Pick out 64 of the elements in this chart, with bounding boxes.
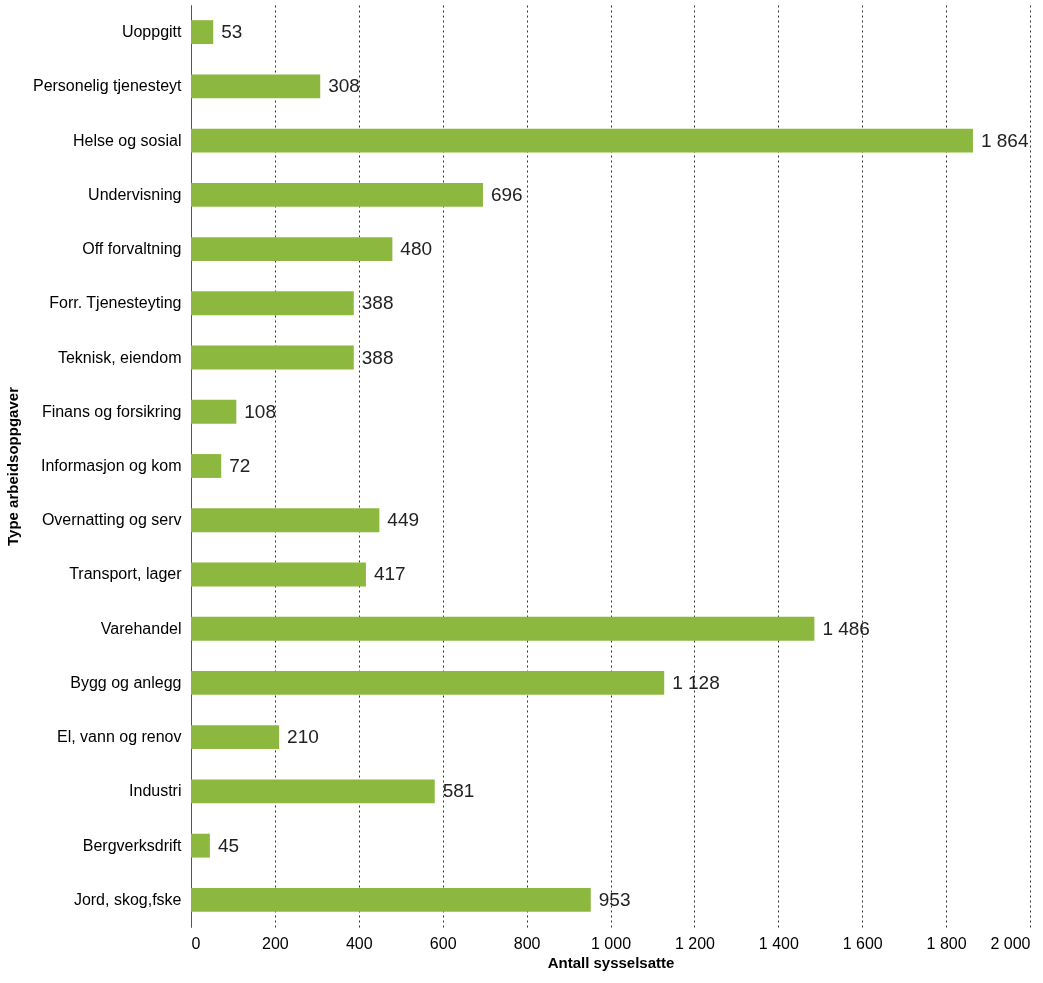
- data-label: 210: [287, 726, 319, 748]
- y-tick-label: Forr. Tjenesteyting: [49, 294, 182, 312]
- bar: [191, 74, 321, 99]
- y-tick-label: Off forvaltning: [82, 240, 182, 258]
- data-label: 449: [387, 509, 420, 531]
- bar: [191, 616, 815, 641]
- bar: [191, 20, 214, 45]
- data-label: 388: [361, 292, 394, 314]
- y-tick-label: Finans og forsikring: [41, 402, 182, 420]
- x-tick-label: 0: [191, 934, 201, 952]
- bar: [191, 671, 665, 695]
- x-tick-label: 1 800: [926, 934, 967, 952]
- y-tick-label: Varehandel: [100, 619, 182, 637]
- bar: [191, 291, 354, 316]
- bar: [191, 182, 483, 207]
- x-axis-title: Antall sysselsatte: [547, 953, 675, 971]
- x-tick-label: 1 600: [842, 934, 883, 952]
- x-tick-label: 200: [262, 934, 289, 952]
- data-label: 108: [244, 400, 277, 422]
- y-tick-label: Industri: [129, 782, 182, 800]
- bar: [191, 562, 366, 587]
- y-tick-label: Overnatting og serv: [41, 511, 182, 529]
- y-tick-label: Personelig tjenesteyt: [32, 77, 183, 95]
- y-tick-label: Transport, lager: [69, 565, 183, 583]
- x-tick-label: 400: [345, 934, 373, 952]
- bar: [191, 779, 435, 804]
- bar: [191, 454, 222, 478]
- y-tick-label: Teknisk, eiendom: [57, 348, 182, 366]
- x-tick-label: 1 400: [758, 934, 799, 952]
- y-tick-label: Informasjon og kom: [40, 457, 182, 474]
- y-axis-title: Type arbeidsoppgaver: [3, 386, 21, 546]
- x-tick-label: 1 000: [590, 934, 632, 952]
- y-tick-label: Jord, skog,fske: [73, 890, 182, 908]
- y-tick-label: Bygg og anlegg: [70, 673, 182, 691]
- x-tick-label: 2 000: [990, 934, 1031, 952]
- data-label: 308: [328, 75, 360, 97]
- data-label: 1 128: [672, 671, 720, 693]
- bar: [191, 399, 237, 424]
- data-label: 696: [490, 183, 523, 205]
- data-label: 388: [361, 346, 394, 368]
- x-tick-label: 600: [429, 934, 457, 952]
- x-tick-label: 1 200: [674, 934, 716, 952]
- bar: [191, 345, 354, 370]
- y-tick-label: El, vann og renov: [56, 728, 182, 746]
- y-tick-label: Bergverksdrift: [82, 836, 183, 854]
- data-label: 53: [221, 21, 243, 43]
- bar: [191, 128, 973, 153]
- data-label: 45: [217, 834, 240, 856]
- y-tick-label: Undervisning: [88, 185, 182, 203]
- y-tick-label: Helse og sosial: [73, 131, 182, 149]
- data-label: 581: [442, 780, 475, 802]
- x-tick-label: 800: [513, 934, 541, 952]
- data-label: 1 864: [980, 129, 1029, 151]
- data-label: 1 486: [822, 617, 870, 639]
- bar: [191, 887, 591, 912]
- data-label: 480: [400, 238, 433, 260]
- data-label: 72: [229, 455, 251, 476]
- bar: [191, 237, 393, 261]
- data-label: 953: [598, 888, 631, 910]
- y-tick-label: Uoppgitt: [121, 23, 183, 41]
- bar: [191, 833, 210, 858]
- bar: [191, 508, 380, 533]
- bar: [191, 725, 280, 750]
- data-label: 417: [373, 563, 406, 585]
